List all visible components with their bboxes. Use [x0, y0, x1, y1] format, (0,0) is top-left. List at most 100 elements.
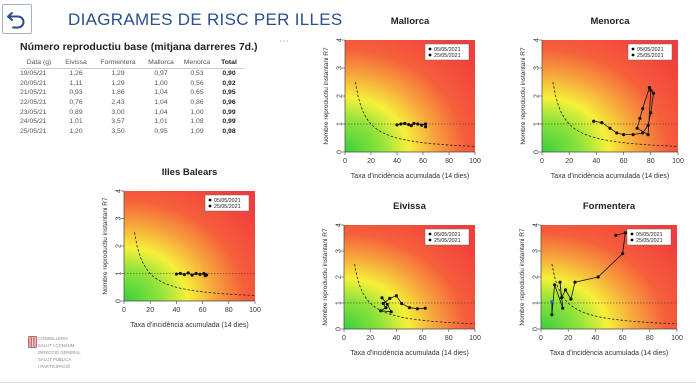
y-tick-label: 0: [336, 327, 343, 331]
table-cell: 1,04: [154, 108, 168, 116]
table-row: 25/05/21 1,20 3,50 0,95 1,09 0,98: [20, 127, 244, 137]
y-tick-label: 4: [336, 223, 343, 227]
table-cell: 0,90: [222, 70, 236, 78]
logo-text: SALUT PÚBLICA: [38, 357, 72, 362]
table-cell: 23/05/21: [20, 108, 47, 116]
data-point: [635, 126, 639, 130]
x-tick-label: 100: [672, 158, 684, 165]
y-tick-label: 0: [116, 299, 123, 303]
table-cell: 0,86: [190, 99, 204, 107]
table-row: 22/05/21 0,76 2,43 1,04 0,86 0,96: [20, 98, 244, 108]
data-point: [561, 306, 565, 310]
x-tick-label: 100: [469, 335, 481, 342]
y-tick-label: 4: [533, 223, 540, 227]
y-axis-label: Nombre reproductiu instantani R7: [322, 228, 329, 326]
table-cell: 1,04: [154, 89, 168, 97]
x-tick-label: 40: [393, 158, 401, 165]
legend-label: 05/05/2021: [636, 232, 663, 238]
data-point: [400, 301, 404, 306]
data-point: [182, 273, 186, 277]
y-tick-label: 0: [533, 327, 540, 331]
data-point: [380, 296, 384, 300]
y-tick-label: 1: [336, 301, 343, 305]
data-point: [379, 309, 383, 313]
data-point: [573, 280, 577, 284]
data-point: [622, 133, 626, 137]
table-body: 19/05/21 1,26 1,29 0,97 0,53 0,90 20/05/21 1,11…: [20, 69, 244, 137]
table-row: 24/05/21 1,01 3,57 1,01 1,08 0,99: [20, 117, 244, 127]
legend-marker: [631, 47, 635, 51]
chart-illes-balears: 0 20 40 60 80 100 0 1 2 3 4 Illes Balears Taxa d'inc…: [102, 167, 261, 329]
data-point: [385, 302, 389, 306]
y-tick-label: 3: [534, 66, 541, 70]
x-tick-label: 0: [539, 335, 543, 342]
y-tick-label: 4: [116, 189, 123, 193]
data-point: [178, 271, 182, 276]
data-point: [186, 271, 190, 275]
y-tick-label: 2: [534, 94, 541, 98]
x-tick-label: 100: [469, 158, 481, 165]
table-row: 23/05/21 0,89 3,00 1,04 1,00 0,99: [20, 107, 244, 117]
y-tick-label: 2: [533, 275, 540, 279]
chart-eivissa: 0 20 40 60 80 100 0 1 2 3 4 Eivissa Taxa d'incidènci…: [322, 201, 481, 357]
data-point: [384, 306, 388, 310]
table-cell: 0,97: [154, 70, 168, 78]
logo-text: CONSELLERIA: [38, 336, 69, 341]
data-point: [399, 122, 403, 126]
data-point: [615, 131, 619, 135]
table-cell: 0,96: [222, 99, 236, 107]
legend-label: 25/05/2021: [434, 53, 461, 59]
threshold-curve: [552, 81, 678, 147]
legend-marker: [428, 232, 432, 236]
table-row: 21/05/21 0,93 1,86 1,04 0,65 0,95: [20, 88, 244, 98]
x-tick-label: 60: [199, 307, 207, 314]
x-tick-label: 0: [342, 335, 346, 342]
table-cell: 0,89: [69, 108, 83, 116]
threshold-curve: [551, 263, 677, 325]
column-header: Menorca: [180, 57, 214, 69]
table-header-row: Data (g) Eivissa Formentera Mallorca Menorca…: [20, 57, 244, 69]
chart-title: Eivissa: [393, 201, 426, 212]
data-point: [389, 310, 393, 314]
back-button[interactable]: [2, 4, 32, 34]
data-point: [407, 122, 411, 127]
threshold-curve: [355, 81, 475, 147]
logo-text: I PARTICIPACIÓ: [38, 364, 70, 369]
data-point: [412, 121, 416, 126]
x-tick-label: 20: [565, 158, 573, 165]
table-cell: 1,00: [190, 108, 204, 116]
chart-title: Mallorca: [391, 16, 430, 27]
data-point: [651, 91, 656, 95]
table-cell: 3,50: [111, 127, 125, 135]
data-point: [550, 300, 554, 304]
table-cell: 1,29: [111, 79, 125, 87]
legend-marker: [630, 232, 634, 236]
column-header: Data (g): [20, 57, 58, 69]
data-point: [416, 122, 420, 126]
table-cell: 0,99: [222, 118, 236, 126]
y-tick-label: 2: [116, 244, 123, 248]
x-tick-label: 80: [445, 158, 453, 165]
data-point: [394, 294, 398, 298]
table-cell: 0,65: [190, 89, 204, 97]
x-tick-label: 40: [393, 335, 401, 342]
legend-box: [204, 194, 250, 212]
data-point: [381, 301, 385, 306]
threshold-curve: [354, 263, 475, 325]
y-tick-label: 3: [533, 249, 540, 253]
table-cell: 19/05/21: [20, 70, 47, 78]
legend-marker: [208, 198, 212, 202]
column-header: Total: [214, 57, 244, 69]
footer-divider: [0, 382, 696, 383]
legend-label: 05/05/2021: [434, 47, 461, 53]
table-cell: 1,29: [111, 70, 125, 78]
data-point: [559, 296, 564, 300]
x-axis-label: Taxa d'incidència acumulada (14 dies): [351, 173, 469, 180]
table-cell: 1,26: [69, 70, 83, 78]
table-cell: 24/05/21: [20, 118, 47, 126]
more-options-icon[interactable]: ⋯: [279, 36, 290, 47]
